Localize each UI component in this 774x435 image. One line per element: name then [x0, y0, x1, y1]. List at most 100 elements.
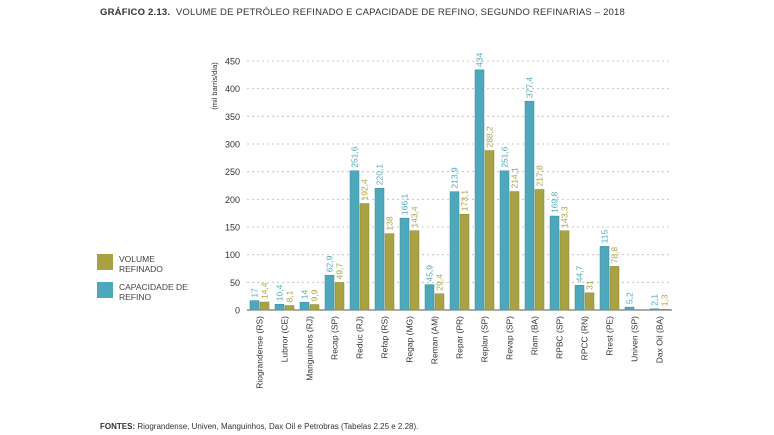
- bar: [374, 187, 385, 311]
- data-label: 220,1: [375, 164, 385, 186]
- bar: [434, 293, 445, 311]
- bar: [624, 306, 635, 311]
- bar: [399, 217, 410, 311]
- data-label: 166,1: [400, 194, 410, 216]
- bar: [659, 309, 670, 311]
- data-label: 434: [475, 52, 485, 66]
- x-tick-label: RPBC (SP): [555, 316, 565, 359]
- y-tick-label: 450: [225, 57, 240, 67]
- y-tick-label: 0: [235, 306, 240, 316]
- bar: [499, 170, 510, 311]
- bar: [359, 203, 370, 311]
- bar: [259, 301, 270, 311]
- data-label: 138: [385, 216, 395, 230]
- data-label: 17: [250, 288, 260, 298]
- sources-label: FONTES:: [100, 422, 136, 431]
- x-tick-label: Recap (SP): [330, 316, 340, 360]
- data-label: 78,8: [610, 247, 620, 264]
- data-label: 214,1: [510, 167, 520, 189]
- bar: [459, 213, 470, 311]
- x-tick-label: Repar (PR): [455, 316, 465, 359]
- legend-label: VOLUME REFINADO: [119, 254, 163, 274]
- data-label: 169,8: [550, 192, 560, 214]
- y-tick-label: 50: [230, 278, 240, 288]
- x-tick-label: Replan (SP): [480, 316, 490, 362]
- x-tick-label: Univen (SP): [630, 316, 640, 362]
- y-tick-label: 300: [225, 140, 240, 150]
- data-label: 14: [300, 290, 310, 300]
- data-label: 29,4: [435, 274, 445, 291]
- data-label: 8,1: [285, 290, 295, 302]
- y-tick-label: 100: [225, 250, 240, 260]
- x-tick-label: Rlam (BA): [530, 316, 540, 355]
- data-label: 192,4: [360, 179, 370, 201]
- data-label: 288,2: [485, 126, 495, 148]
- data-label: 1,3: [660, 294, 670, 306]
- bar: [474, 69, 485, 311]
- data-label: 173,1: [460, 190, 470, 212]
- x-tick-label: Manguinhos (RJ): [305, 316, 315, 381]
- data-label: 9,9: [310, 289, 320, 301]
- bar: [559, 230, 570, 311]
- data-label: 10,4: [275, 284, 285, 301]
- y-tick-label: 400: [225, 84, 240, 94]
- bar: [609, 266, 620, 311]
- data-label: 377,4: [525, 77, 535, 99]
- x-tick-label: Reduc (RJ): [355, 316, 365, 359]
- y-tick-label: 150: [225, 223, 240, 233]
- x-tick-label: Revap (SP): [505, 316, 515, 360]
- bar: [449, 191, 460, 311]
- bar: [384, 233, 395, 311]
- title-text: VOLUME DE PETRÓLEO REFINADO E CAPACIDADE…: [175, 7, 626, 18]
- legend-label: CAPACIDADE DE REFINO: [119, 282, 188, 302]
- data-label: 62,9: [325, 255, 335, 272]
- bar: [549, 215, 560, 311]
- bar: [509, 191, 520, 311]
- data-label: 143,3: [560, 206, 570, 228]
- data-label: 213,9: [450, 167, 460, 189]
- sources-note: FONTES: Riograndense, Univen, Manguinhos…: [100, 422, 418, 431]
- data-label: 31: [585, 280, 595, 290]
- bar: [599, 246, 610, 311]
- bar: [324, 274, 335, 311]
- x-tick-label: Refap (RS): [380, 316, 390, 359]
- data-label: 251,6: [350, 146, 360, 168]
- data-label: 14,4: [260, 282, 270, 299]
- bar: [524, 100, 535, 311]
- bar: [584, 292, 595, 311]
- data-label: 251,6: [500, 146, 510, 168]
- bar: [349, 170, 360, 311]
- title-number: GRÁFICO 2.13.: [100, 7, 171, 18]
- bar: [409, 230, 420, 311]
- data-label: 5,2: [625, 292, 635, 304]
- bar: [534, 189, 545, 311]
- bar: [249, 300, 260, 311]
- data-label: 217,8: [535, 165, 545, 187]
- x-tick-label: Lubnor (CE): [280, 316, 290, 362]
- bar: [484, 150, 495, 311]
- x-tick-label: Riograndense (RS): [255, 316, 265, 389]
- bar: [334, 282, 345, 311]
- bar: [274, 303, 285, 311]
- bar: [309, 304, 320, 311]
- bar: [299, 302, 310, 311]
- x-tick-label: Reman (AM): [430, 316, 440, 364]
- sources-text: Riograndense, Univen, Manguinhos, Dax Oi…: [137, 422, 419, 431]
- bar: [424, 284, 435, 311]
- chart-title: GRÁFICO 2.13. VOLUME DE PETRÓLEO REFINAD…: [100, 7, 625, 18]
- x-tick-label: Regap (MG): [405, 316, 415, 363]
- bar: [574, 285, 585, 311]
- data-label: 49,7: [335, 263, 345, 280]
- data-label: 45,9: [425, 265, 435, 282]
- legend-swatch: [97, 282, 113, 298]
- data-label: 115: [600, 230, 610, 244]
- x-tick-label: RPCC (RN): [580, 316, 590, 361]
- y-tick-label: 250: [225, 167, 240, 177]
- data-label: 2,1: [650, 294, 660, 306]
- y-tick-label: 200: [225, 195, 240, 205]
- y-tick-label: 350: [225, 112, 240, 122]
- data-label: 143,4: [410, 206, 420, 228]
- bar: [649, 308, 660, 311]
- data-label: 44,7: [575, 265, 585, 282]
